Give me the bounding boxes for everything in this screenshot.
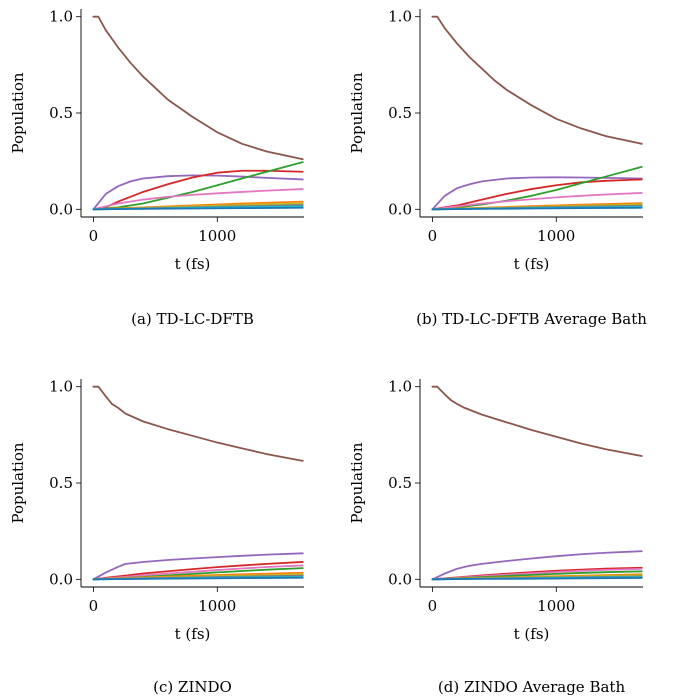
series-line-3 [92, 561, 304, 581]
x-tick-label: 0 [428, 597, 438, 615]
x-tick-label: 1000 [537, 227, 575, 245]
series-line-1 [92, 385, 304, 462]
series-line-5 [92, 188, 304, 211]
series-line-10 [92, 206, 304, 211]
panel-caption: (c) ZINDO [153, 678, 232, 696]
y-tick-label: 1.0 [49, 378, 73, 396]
y-tick-label: 1.0 [49, 8, 73, 26]
series-line-3 [431, 178, 643, 211]
y-tick-label: 0.0 [388, 200, 412, 218]
series-line-4 [431, 166, 643, 211]
y-tick-label: 0.5 [388, 104, 412, 122]
x-tick-label: 0 [89, 227, 99, 245]
y-tick-label: 0.5 [49, 474, 73, 492]
x-tick-label: 0 [89, 597, 99, 615]
chart-panel-4: 0 1000 0.0 0.5 1.0 t (fs) Population (d) ZINDO … [348, 378, 643, 696]
y-tick-label: 1.0 [388, 8, 412, 26]
y-tick-label: 0.0 [388, 570, 412, 588]
x-tick-label: 1000 [198, 227, 236, 245]
series-line-1 [431, 15, 643, 145]
y-axis-title: Population [348, 72, 366, 153]
series-line-1 [431, 385, 643, 457]
series-line-10 [431, 577, 643, 581]
panel-caption: (d) ZINDO Average Bath [438, 678, 626, 696]
chart-panel-3: 0 1000 0.0 0.5 1.0 t (fs) Population (c) ZINDO [9, 378, 304, 696]
series-line-2 [431, 550, 643, 581]
x-tick-label: 1000 [198, 597, 236, 615]
x-axis-title: t (fs) [514, 255, 550, 273]
series-line-5 [431, 192, 643, 211]
y-axis-title: Population [9, 442, 27, 523]
series-line-10 [431, 206, 643, 211]
series-line-4 [92, 564, 304, 581]
series-line-1 [92, 15, 304, 161]
series-line-2 [92, 552, 304, 581]
panel-caption: (a) TD-LC-DFTB [131, 310, 254, 328]
series-line-4 [92, 161, 304, 211]
y-tick-label: 0.5 [388, 474, 412, 492]
x-axis-title: t (fs) [175, 255, 211, 273]
x-axis-title: t (fs) [175, 625, 211, 643]
panel-caption: (b) TD-LC-DFTB Average Bath [416, 310, 647, 328]
y-tick-label: 0.0 [49, 200, 73, 218]
y-axis-title: Population [9, 72, 27, 153]
x-axis-title: t (fs) [514, 625, 550, 643]
x-tick-label: 1000 [537, 597, 575, 615]
y-tick-label: 0.5 [49, 104, 73, 122]
y-tick-label: 1.0 [388, 378, 412, 396]
chart-panel-1: 0 1000 0.0 0.5 1.0 t (fs) Population (a) TD-LC-… [9, 8, 304, 328]
series-line-2 [431, 176, 643, 211]
series-line-10 [92, 576, 304, 581]
x-tick-label: 0 [428, 227, 438, 245]
y-tick-label: 0.0 [49, 570, 73, 588]
y-axis-title: Population [348, 442, 366, 523]
chart-panel-2: 0 1000 0.0 0.5 1.0 t (fs) Population (b) TD-LC-… [348, 8, 647, 328]
